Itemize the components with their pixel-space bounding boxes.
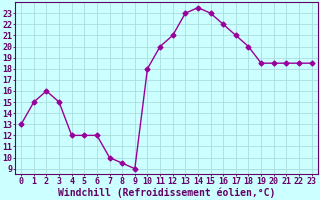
X-axis label: Windchill (Refroidissement éolien,°C): Windchill (Refroidissement éolien,°C) (58, 187, 275, 198)
